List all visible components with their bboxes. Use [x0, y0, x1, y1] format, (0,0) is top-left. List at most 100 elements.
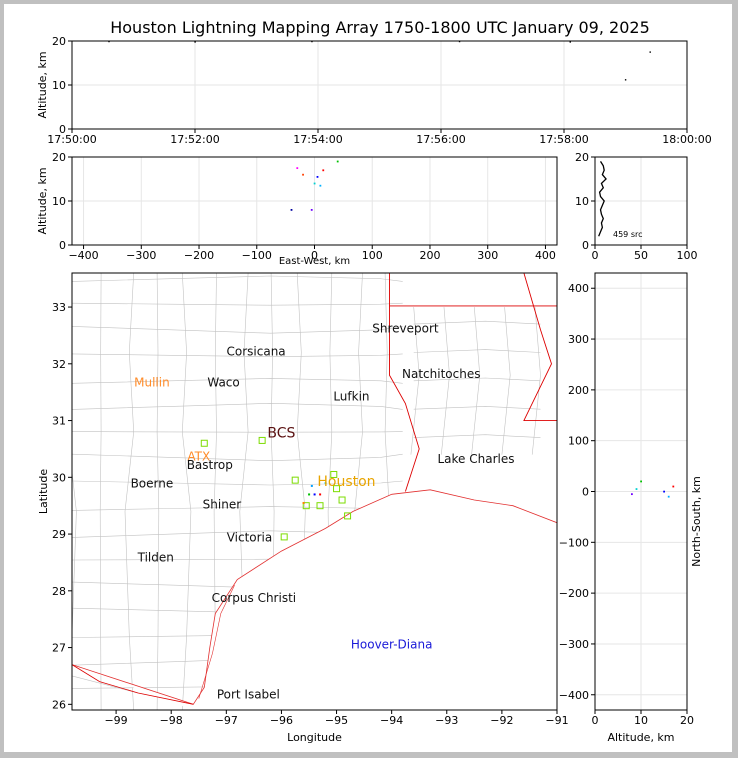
parish-line	[471, 307, 481, 455]
vhf-source-point	[667, 495, 670, 498]
time-tick-label: 17:56:00	[416, 133, 465, 146]
x-axis-label: Altitude, km	[607, 731, 674, 744]
eastwest-tick-label: −100	[242, 249, 272, 262]
altitude-tick-label: 0	[592, 714, 599, 727]
longitude-tick-label: −98	[160, 714, 183, 727]
northsouth-tick-label: 100	[568, 435, 589, 448]
altitude-histogram-line	[598, 161, 607, 237]
longitude-tick-label: −91	[545, 714, 568, 727]
y-axis-label: Altitude, km	[36, 51, 49, 118]
time-tick-label: 18:00:00	[662, 133, 711, 146]
vhf-source-point	[640, 480, 642, 483]
longitude-tick-label: −94	[380, 714, 403, 727]
city-label: Shreveport	[372, 322, 439, 336]
time-tick-label: 17:52:00	[170, 133, 219, 146]
city-label: Mullin	[134, 376, 170, 390]
altitude-tick-label: 0	[59, 239, 66, 252]
y-axis-label: North-South, km	[690, 476, 703, 567]
lma-station-marker	[200, 439, 208, 447]
vhf-source-point	[631, 493, 633, 496]
vhf-source-point	[302, 501, 305, 504]
lma-station-marker	[316, 502, 324, 510]
lma-station-marker	[280, 533, 288, 541]
source-count-label: 459 src	[613, 230, 643, 239]
parish-line	[413, 349, 541, 353]
vhf-source-point	[308, 493, 311, 496]
vhf-source-point	[313, 182, 316, 185]
longitude-tick-label: −96	[270, 714, 293, 727]
altitude-tick-label: 20	[680, 714, 694, 727]
latitude-tick-label: 29	[52, 528, 66, 541]
texas-louisiana-border	[389, 273, 420, 492]
county-line	[124, 273, 135, 710]
vhf-source-point	[194, 41, 196, 43]
lma-station-marker	[330, 470, 338, 478]
city-label: Waco	[207, 376, 239, 390]
y-axis-label: Altitude, km	[36, 167, 49, 234]
northsouth-tick-label: −400	[559, 689, 589, 702]
county-line	[72, 302, 403, 306]
longitude-tick-label: −93	[435, 714, 458, 727]
plan-view-map: Shreveport Corsicana Natchitoches Mullin Wac…	[37, 273, 569, 744]
vhf-source-point	[322, 169, 325, 172]
longitude-tick-label: −99	[104, 714, 127, 727]
vhf-source-point	[296, 167, 299, 169]
county-line	[72, 353, 403, 358]
county-line	[72, 480, 403, 486]
lma-station-marker	[258, 436, 266, 444]
city-label: ATX	[187, 449, 210, 463]
county-line	[72, 431, 403, 433]
vhf-source-point	[310, 209, 313, 211]
city-label: Port Isabel	[217, 688, 280, 702]
latitude-tick-label: 31	[52, 415, 66, 428]
city-label: Corpus Christi	[212, 591, 297, 605]
latitude-tick-label: 30	[52, 471, 66, 484]
x-axis-label: Longitude	[287, 731, 342, 744]
city-label: Hoover-Diana	[351, 638, 433, 652]
northsouth-tick-label: −300	[559, 638, 589, 651]
latitude-tick-label: 28	[52, 585, 66, 598]
eastwest-tick-label: 100	[362, 249, 383, 262]
northsouth-tick-label: −200	[559, 587, 589, 600]
rio-grande-border	[72, 664, 194, 705]
vhf-source-point	[324, 482, 327, 485]
altitude-tick-label: 20	[575, 151, 589, 164]
northsouth-tick-label: 400	[568, 282, 589, 295]
parish-line	[501, 307, 511, 455]
altitude-tick-label: 20	[52, 35, 66, 48]
county-line	[72, 378, 403, 384]
altitude-northsouth-frame	[594, 272, 688, 711]
gulf-of-mexico	[72, 489, 557, 710]
mississippi-border	[523, 273, 557, 422]
lma-station-marker	[333, 485, 341, 493]
time-altitude-panel: 17:50:00 17:52:00 17:54:00 17:56:00 17:58:00…	[36, 35, 712, 146]
vhf-source-point	[313, 493, 316, 496]
parish-line	[413, 377, 541, 382]
eastwest-tick-label: 300	[477, 249, 498, 262]
latitude-tick-label: 33	[52, 301, 66, 314]
altitude-tick-label: 20	[52, 151, 66, 164]
latitude-tick-label: 27	[52, 642, 66, 655]
altitude-tick-label: 10	[52, 79, 66, 92]
city-label: Boerne	[131, 477, 174, 491]
coastline	[72, 489, 557, 705]
map-features: Shreveport Corsicana Natchitoches Mullin Wac…	[72, 273, 557, 710]
time-tick-label: 17:58:00	[539, 133, 588, 146]
vhf-source-point	[663, 490, 665, 493]
vhf-source-point	[319, 493, 322, 496]
vhf-source-point	[310, 484, 313, 487]
count-tick-label: 50	[634, 249, 648, 262]
latitude-tick-label: 32	[52, 358, 66, 371]
city-label: BCS	[267, 426, 295, 442]
eastwest-tick-label: −200	[184, 249, 214, 262]
plan-view-frame	[71, 272, 558, 711]
x-axis-label: East-West, km	[279, 256, 350, 267]
eastwest-tick-label: 200	[419, 249, 440, 262]
eastwest-tick-label: −400	[68, 249, 98, 262]
eastwest-altitude-frame	[71, 156, 558, 246]
northsouth-tick-label: 200	[568, 384, 589, 397]
parish-line	[441, 307, 450, 455]
y-axis-label: Latitude	[37, 469, 50, 515]
altitude-northsouth-panel: 0 10 20 −400 −300 −200 −100 0 100 200 300 400 Altitu…	[559, 273, 703, 744]
